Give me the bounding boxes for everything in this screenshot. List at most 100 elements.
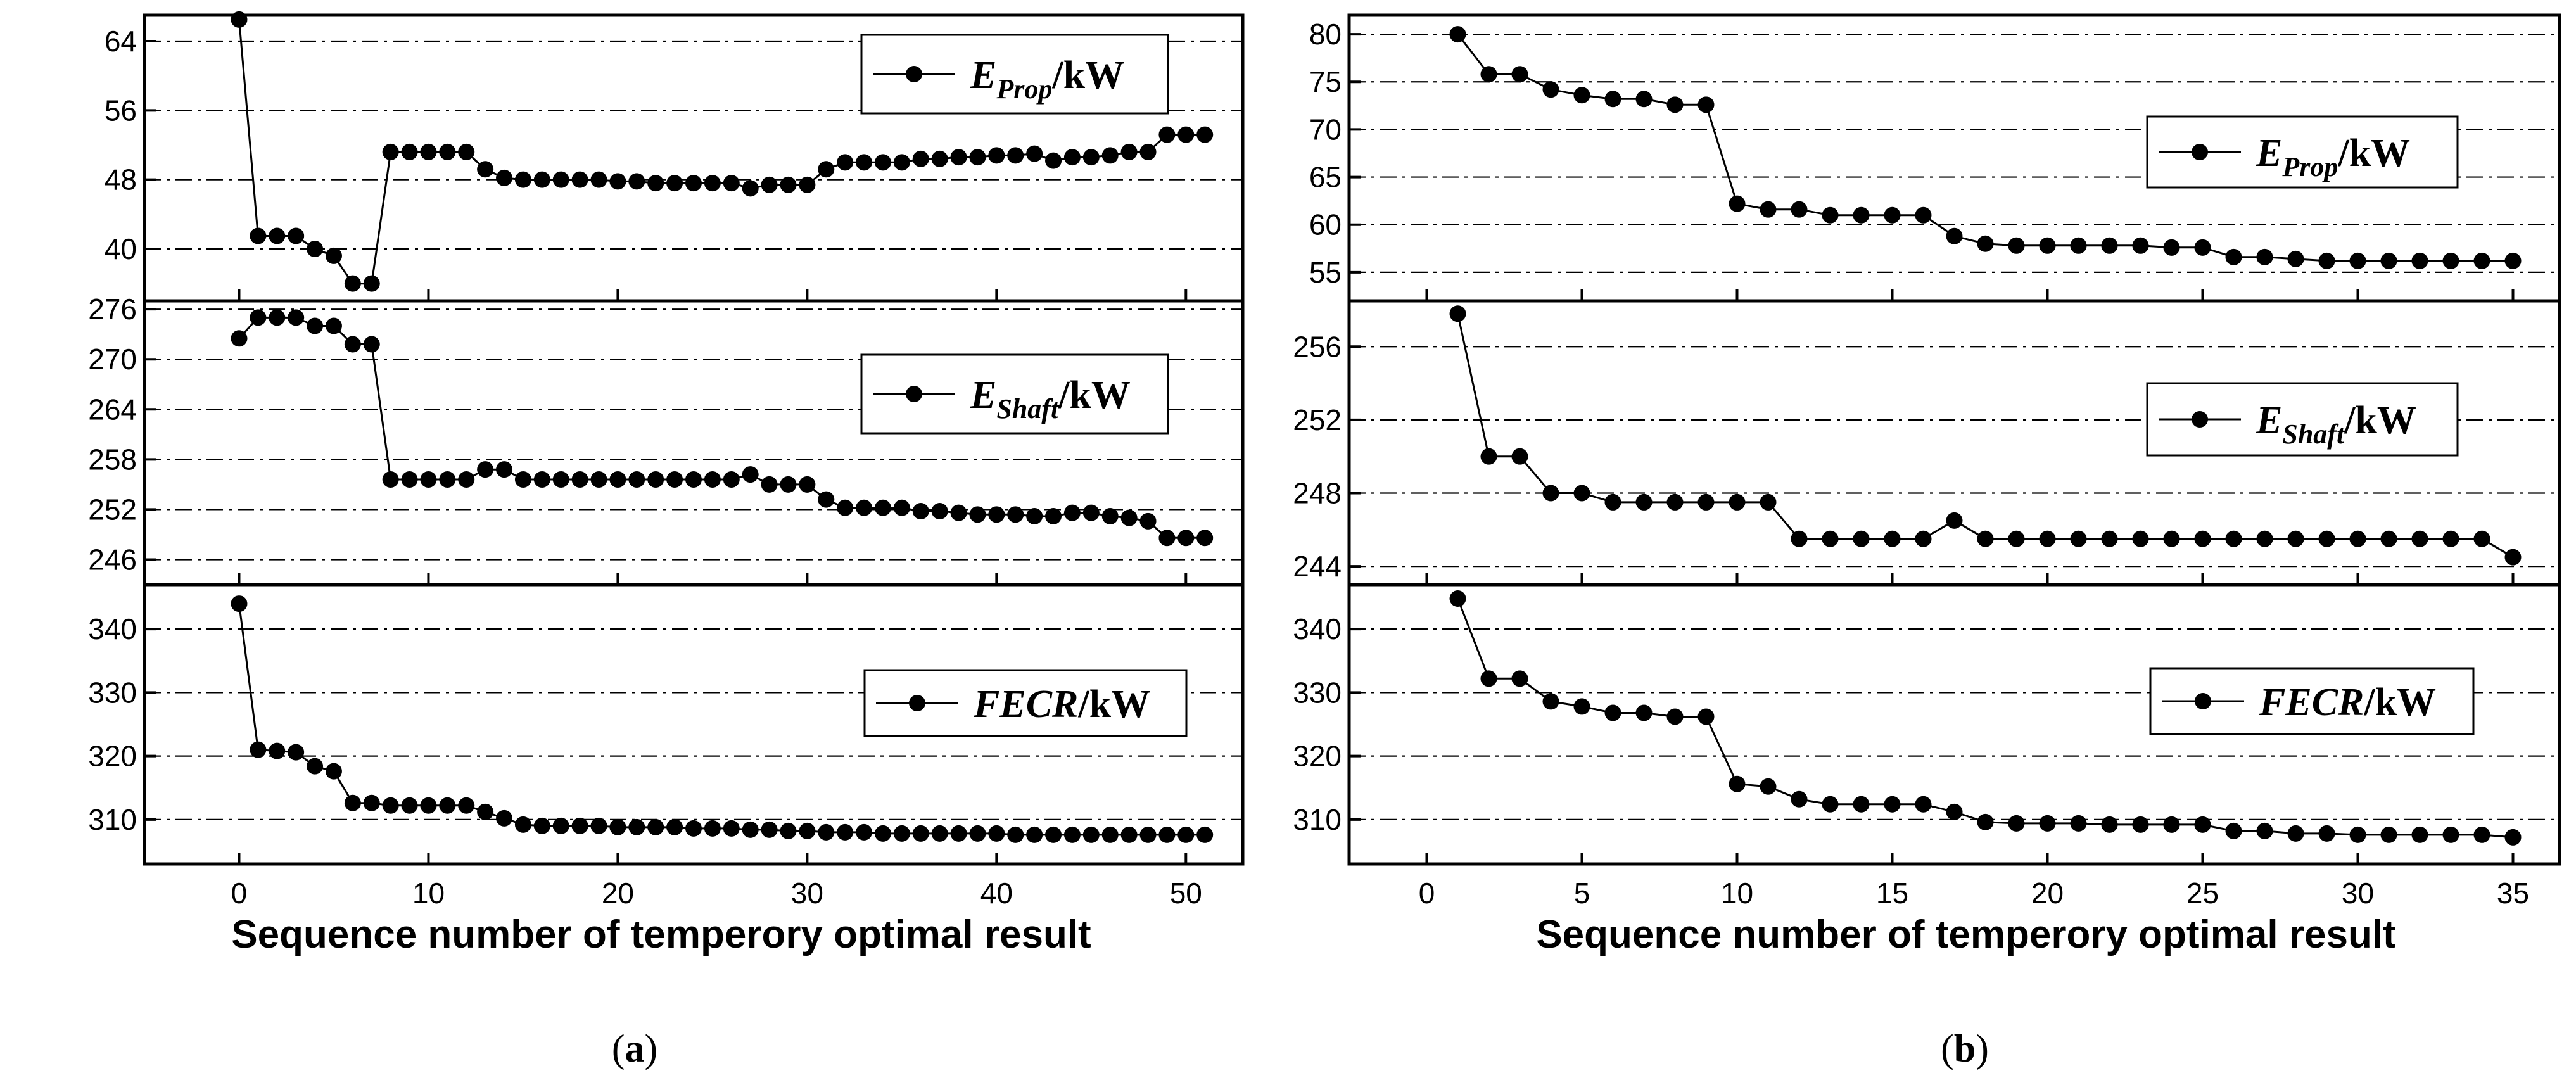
data-point [1026, 145, 1043, 162]
subplot-3: 310 320 330 340 FECR/kW [88, 583, 1245, 866]
data-point [1026, 826, 1043, 843]
data-point [269, 227, 286, 244]
data-point [988, 506, 1005, 523]
data-point [1977, 530, 1994, 547]
data-point [1915, 206, 1932, 224]
data-point [761, 476, 778, 493]
data-point [1666, 708, 1684, 725]
data-point [1977, 813, 1994, 830]
data-point [685, 820, 702, 837]
data-point [250, 741, 267, 758]
y-tick-label: 70 [1309, 113, 1342, 146]
data-point [496, 169, 513, 186]
legend-marker [2192, 411, 2208, 428]
y-tick-label: 246 [88, 543, 137, 576]
y-tick-label: 310 [1293, 803, 1342, 836]
data-point [458, 143, 475, 160]
y-tick-label: 340 [1293, 613, 1342, 645]
legend: FECR/kW [2149, 667, 2475, 735]
data-point [893, 825, 910, 842]
data-point [2349, 252, 2366, 269]
data-point [1045, 507, 1062, 524]
data-point [1120, 509, 1138, 526]
data-point [1697, 96, 1715, 113]
x-tick-label: 25 [2186, 877, 2219, 910]
data-point [1007, 826, 1024, 843]
data-point [382, 143, 399, 160]
x-tick-label: 50 [1170, 877, 1202, 910]
data-point [2008, 815, 2025, 832]
y-tick-label: 252 [1293, 403, 1342, 436]
data-point [533, 171, 550, 188]
data-point [893, 154, 910, 171]
legend-label: EProp/kW [2256, 132, 2410, 182]
data-point [1007, 147, 1024, 164]
x-tick-label: 10 [412, 877, 445, 910]
data-point [704, 471, 721, 488]
data-point [307, 317, 324, 334]
subplot-1: 55 60 65 70 75 80 EProp/kW [1309, 13, 2561, 303]
data-point [2504, 252, 2522, 269]
x-tick-label: 5 [1574, 877, 1590, 910]
data-point [2380, 826, 2397, 843]
data-point [799, 476, 816, 493]
data-point [931, 503, 948, 520]
legend-label: FECR/kW [2259, 681, 2436, 724]
data-point [1853, 796, 1870, 813]
data-point [1573, 87, 1590, 104]
x-tick-label: 20 [2031, 877, 2064, 910]
data-point [856, 823, 873, 841]
data-point [2132, 530, 2149, 547]
data-point [590, 471, 607, 488]
data-point [893, 499, 910, 516]
data-point [1604, 704, 1621, 721]
data-point [1635, 91, 1653, 108]
data-point [628, 471, 645, 488]
data-point [552, 171, 569, 188]
data-point [307, 758, 324, 775]
data-point [2101, 816, 2118, 833]
data-point [1007, 506, 1024, 523]
data-point [325, 247, 342, 264]
data-point [1449, 305, 1466, 322]
data-point [704, 175, 721, 192]
data-point [837, 823, 854, 841]
data-point [439, 143, 456, 160]
data-point [1120, 826, 1138, 843]
data-point [1511, 670, 1528, 687]
data-point [571, 817, 588, 834]
data-point [2070, 237, 2087, 254]
data-point [533, 471, 550, 488]
y-tick-label: 60 [1309, 208, 1342, 241]
data-point [2380, 252, 2397, 269]
y-tick-label: 56 [105, 94, 137, 127]
data-point [874, 825, 891, 842]
data-point [799, 176, 816, 193]
data-point [1946, 227, 1963, 244]
data-point [1884, 796, 1901, 813]
data-point [1158, 826, 1176, 843]
data-point [1573, 698, 1590, 715]
data-point [571, 471, 588, 488]
data-point [647, 818, 664, 835]
subplot-frame [143, 299, 1245, 587]
data-point [912, 825, 929, 842]
data-point [1158, 126, 1176, 143]
data-point [1158, 530, 1176, 547]
data-point [1542, 693, 1559, 710]
data-point [931, 150, 948, 167]
data-point [1729, 195, 1746, 212]
data-point [742, 180, 759, 197]
data-point [1542, 81, 1559, 98]
data-point [1449, 590, 1466, 607]
data-point [514, 171, 531, 188]
y-tick-label: 264 [88, 393, 137, 426]
data-point [514, 816, 531, 833]
data-point [837, 154, 854, 171]
data-point [1082, 826, 1100, 843]
data-point [1666, 493, 1684, 511]
data-point [1045, 826, 1062, 843]
x-tick-label: 30 [791, 877, 823, 910]
data-point [325, 317, 342, 334]
